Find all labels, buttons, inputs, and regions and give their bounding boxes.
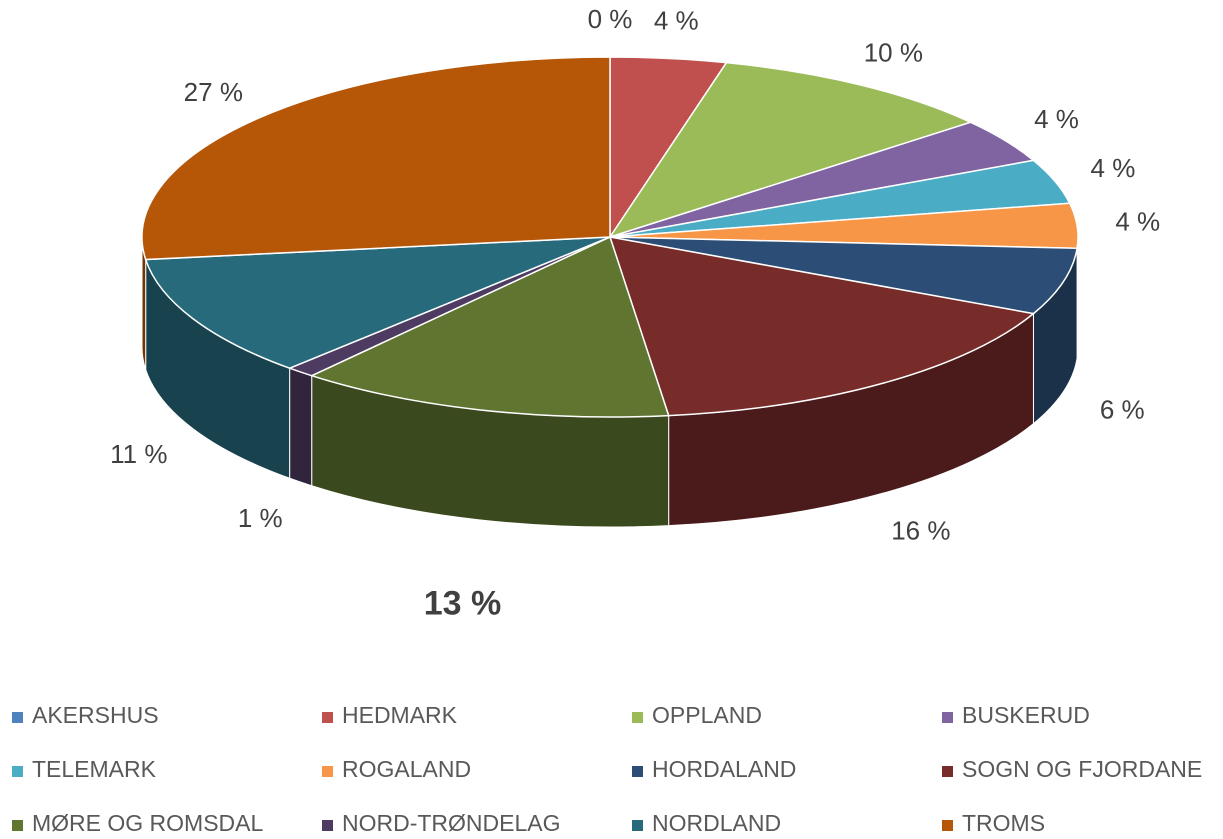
legend-label: ROGALAND [342,756,471,782]
pie-slice [141,56,611,261]
legend-swatch [942,712,953,723]
data-label: 0 % [588,4,633,34]
legend-swatch [632,766,643,777]
pie-slice [608,61,973,239]
data-label: 11 % [110,439,167,469]
legend-swatch [322,820,333,831]
legend-label: HORDALAND [652,756,796,782]
pie-slice [144,236,611,370]
legend-label: AKERSHUS [32,702,159,728]
legend-label: OPPLAND [652,702,762,728]
legend-swatch [12,766,23,777]
data-label: 1 % [238,503,283,533]
legend-swatch [12,820,23,831]
data-label: 16 % [891,516,950,546]
legend-swatch [942,820,953,831]
data-label: 4 % [1091,153,1136,183]
data-label: 13 % [424,584,502,622]
data-label: 4 % [1034,104,1079,134]
legend-swatch [322,766,333,777]
pie-slice [608,236,1036,417]
pie-slice [309,235,670,418]
data-label: 6 % [1100,395,1145,425]
data-label: 27 % [184,77,243,107]
legend-label: MØRE OG ROMSDAL [32,810,264,836]
legend-swatch [322,712,333,723]
legend-label: TROMS [962,810,1045,836]
legend-label: HEDMARK [342,702,458,728]
legend-swatch [12,712,23,723]
legend-label: NORD-TRØNDELAG [342,810,561,836]
legend-label: SOGN OG FJORDANE [962,756,1202,782]
pie-slice [609,236,1078,315]
legend-label: NORDLAND [652,810,781,836]
data-label: 10 % [864,38,923,68]
legend-swatch [632,820,643,831]
legend-label: BUSKERUD [962,702,1090,728]
legend-swatch [942,766,953,777]
legend-swatch [632,712,643,723]
data-label: 4 % [1115,206,1160,236]
pie-side [289,367,313,487]
legend-label: TELEMARK [32,756,157,782]
data-label: 4 % [654,6,699,36]
